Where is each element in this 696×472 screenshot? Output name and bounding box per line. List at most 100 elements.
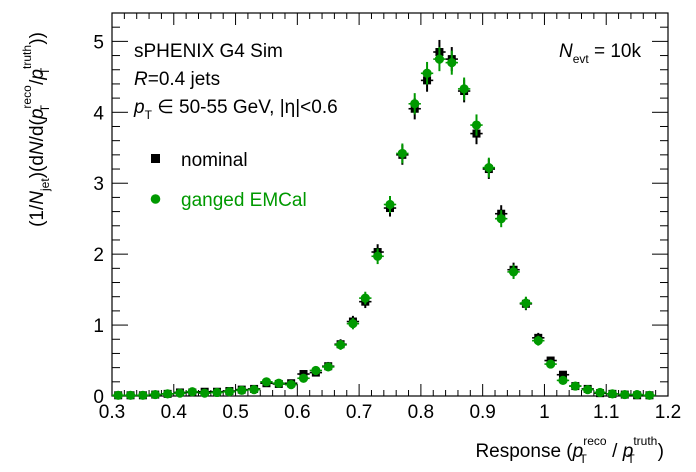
x-tick-label: 0.5 — [222, 402, 248, 423]
legend-label-ganged: ganged EMCal — [181, 190, 307, 211]
marker-circle — [224, 387, 234, 397]
marker-circle — [471, 120, 482, 130]
marker-circle — [385, 199, 395, 210]
marker-circle — [125, 390, 136, 400]
data-point — [433, 47, 446, 72]
data-point — [334, 339, 347, 350]
data-point — [272, 378, 285, 388]
x-tick-label: 0.8 — [408, 402, 434, 423]
data-point — [495, 210, 508, 228]
marker-circle — [163, 389, 173, 399]
marker-circle — [546, 359, 556, 369]
data-point — [643, 390, 656, 400]
marker-circle — [212, 387, 222, 398]
y-axis-title: (1/Njet)(dN/d(preco T/ptruthT)) — [20, 32, 52, 227]
series-nominal — [112, 39, 656, 400]
data-point — [359, 291, 372, 305]
data-point — [260, 377, 273, 387]
marker-circle — [459, 84, 469, 94]
data-point — [457, 77, 471, 101]
data-point — [618, 389, 631, 400]
x-tick-label: 0.6 — [284, 402, 310, 423]
marker-circle — [447, 58, 457, 68]
x-tick-label: 0.4 — [161, 402, 188, 423]
axis-ticks — [111, 12, 669, 397]
legend-marker-ganged — [150, 194, 161, 204]
marker-circle — [496, 214, 506, 224]
y-tick-label: 2 — [93, 245, 104, 266]
marker-circle — [632, 389, 642, 400]
data-point — [322, 362, 335, 372]
data-points — [112, 39, 656, 400]
plot-frame — [111, 12, 669, 397]
legend-label-nominal: nominal — [181, 150, 248, 171]
marker-circle — [237, 385, 247, 395]
marker-circle — [508, 267, 519, 277]
marker-circle — [521, 298, 531, 308]
data-point — [630, 389, 644, 400]
data-point — [396, 143, 409, 164]
data-point — [383, 195, 397, 214]
data-point — [371, 248, 384, 265]
x-tick-label: 1.1 — [593, 402, 619, 423]
data-point — [186, 387, 199, 397]
data-point — [161, 389, 174, 399]
data-point — [470, 114, 483, 136]
data-point — [198, 388, 211, 398]
data-point — [149, 389, 162, 400]
annotation-sim-label: sPHENIX G4 Sim — [134, 41, 283, 62]
data-point — [544, 359, 557, 369]
marker-circle — [595, 387, 605, 398]
marker-circle — [175, 388, 185, 398]
data-point — [309, 365, 323, 376]
series-ganged-emcal — [112, 47, 656, 400]
marker-circle — [644, 390, 655, 400]
marker-circle — [323, 362, 333, 372]
data-point — [593, 387, 607, 398]
x-tick-label: 0.7 — [346, 402, 372, 423]
x-tick-label: 1 — [539, 402, 550, 423]
data-point — [247, 385, 261, 395]
legend: nominal ganged EMCal — [150, 150, 307, 211]
data-point — [420, 61, 434, 85]
marker-circle — [422, 68, 432, 78]
marker-circle — [311, 365, 321, 376]
data-point — [569, 381, 582, 391]
annotation-jet-radius: R=0.4 jets — [134, 69, 220, 90]
data-point — [112, 390, 125, 400]
x-tick-label: 0.9 — [469, 402, 495, 423]
x-axis-title: Response (preco T / ptruth T) — [475, 434, 664, 466]
legend-marker-nominal — [151, 154, 160, 163]
data-point — [346, 317, 360, 330]
marker-circle — [200, 388, 210, 398]
data-point — [210, 387, 224, 398]
y-tick-label: 3 — [93, 174, 104, 195]
marker-circle — [249, 385, 259, 395]
marker-circle — [607, 389, 618, 399]
marker-circle — [434, 54, 445, 64]
marker-circle — [373, 251, 383, 261]
marker-circle — [286, 380, 296, 390]
marker-circle — [558, 375, 568, 385]
marker-square — [558, 370, 567, 379]
marker-circle — [484, 163, 494, 173]
data-point — [445, 50, 458, 75]
data-point — [482, 157, 496, 178]
y-tick-label: 5 — [93, 32, 104, 53]
data-point — [581, 385, 594, 395]
data-point — [606, 389, 619, 399]
data-point — [124, 390, 137, 400]
x-tick-label: 1.2 — [655, 402, 681, 423]
marker-circle — [570, 381, 580, 391]
marker-circle — [298, 373, 309, 383]
data-point — [519, 296, 533, 310]
annotation-nevt: Nevt = 10k — [559, 41, 642, 66]
data-point — [235, 385, 248, 395]
data-point — [284, 380, 298, 390]
data-point — [532, 335, 545, 346]
marker-circle — [113, 390, 123, 400]
marker-circle — [138, 390, 148, 400]
marker-circle — [360, 293, 370, 303]
marker-circle — [410, 99, 420, 109]
data-point — [136, 390, 150, 400]
